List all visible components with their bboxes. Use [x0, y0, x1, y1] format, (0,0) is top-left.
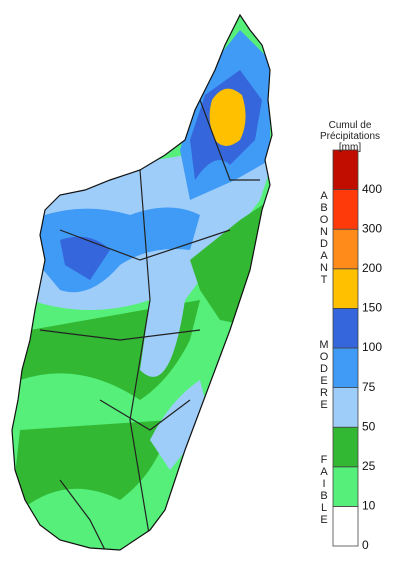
legend-tick-label: 0: [362, 538, 369, 552]
legend-tick-label: 50: [362, 419, 376, 433]
legend-title: [mm]: [338, 142, 362, 153]
legend-swatch: [332, 307, 359, 349]
legend-bar: 0 10 25 50 75 100 150 200 300 400: [332, 149, 382, 552]
legend-tick-label: 200: [362, 261, 382, 275]
legend-swatch: [332, 505, 359, 547]
legend-swatch: [332, 426, 359, 468]
legend-swatch: [332, 347, 359, 388]
legend-tick-label: 25: [362, 459, 376, 473]
legend-swatch: [332, 189, 359, 230]
class-label: MODERE: [318, 339, 330, 411]
island-outline: [11, 13, 273, 551]
legend-tick-label: 400: [362, 182, 382, 196]
legend-tick-label: 75: [362, 380, 376, 394]
legend-tick-label: 10: [362, 499, 376, 513]
rain-field: [12, 15, 272, 550]
class-label: FAIBLE: [318, 453, 330, 526]
legend-tick-label: 150: [362, 301, 382, 315]
legend-title: Cumul de: [328, 120, 372, 131]
legend-title: Précipitations: [319, 131, 381, 142]
legend-tick-label: 100: [362, 340, 382, 354]
legend-swatch: [332, 228, 359, 270]
legend-swatch: [332, 466, 359, 507]
legend-swatch: [332, 387, 359, 428]
legend-swatch: [332, 268, 359, 309]
legend-tick-label: 300: [362, 221, 382, 235]
legend-swatch: [332, 149, 359, 190]
class-label: ABONDANT: [318, 190, 330, 286]
